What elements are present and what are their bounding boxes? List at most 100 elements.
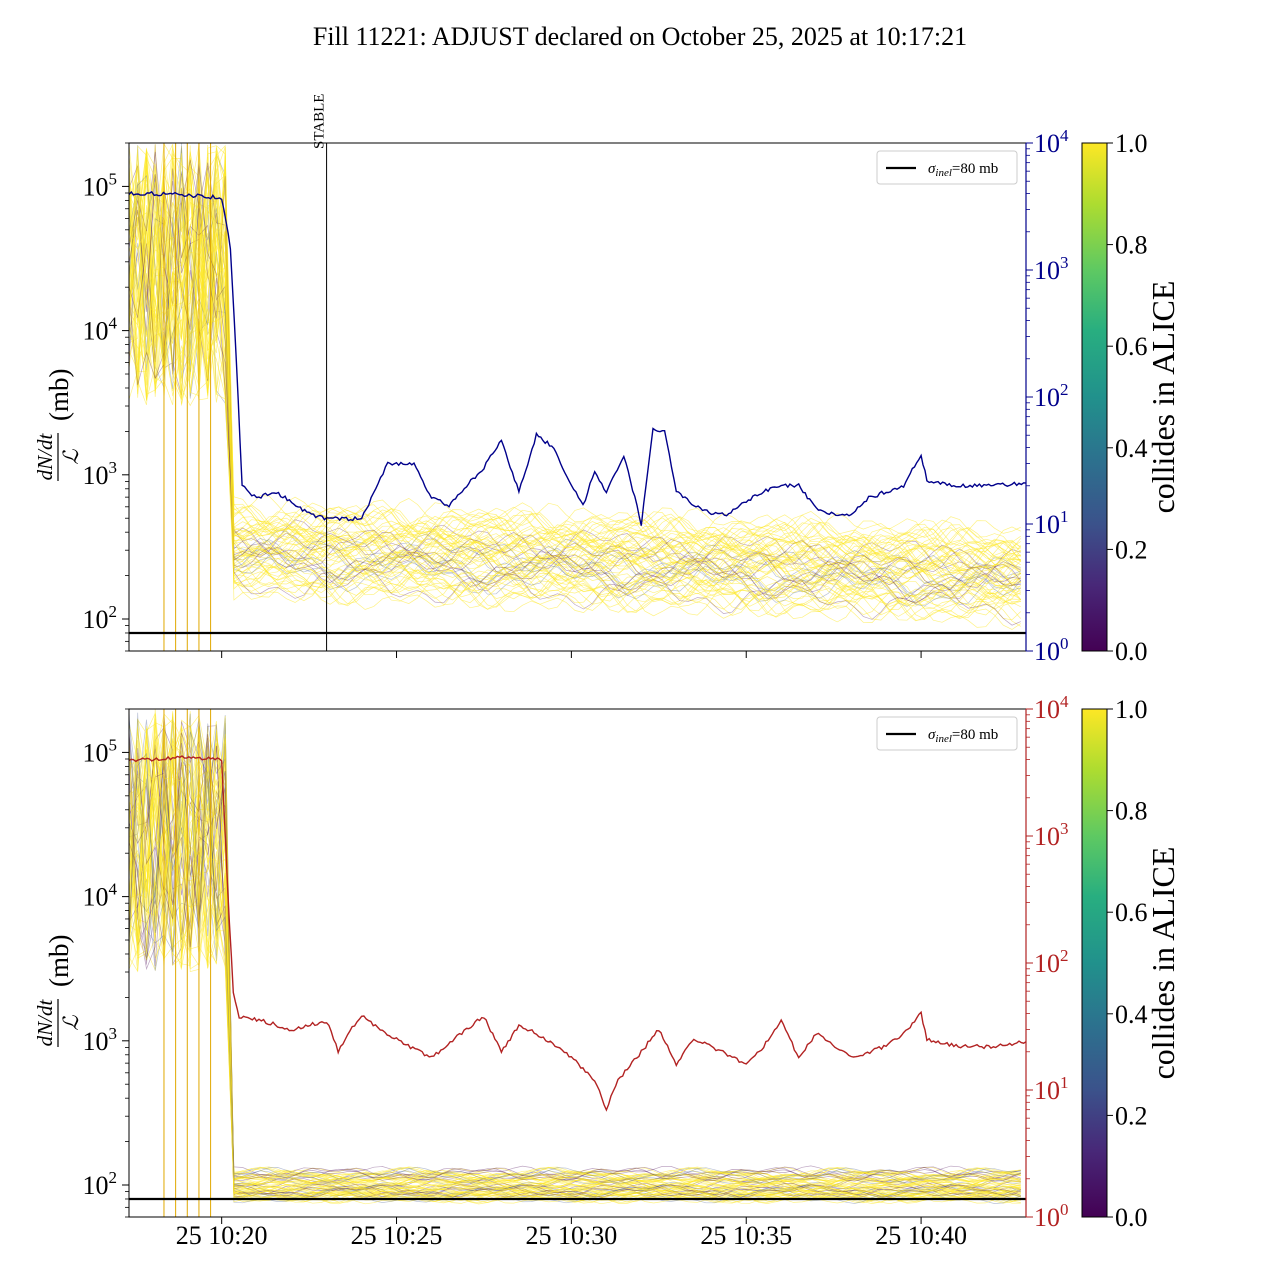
bunch-trace <box>129 185 1021 605</box>
y-axis-right-top: 100 101 102 103 104 <box>1025 126 1069 666</box>
bunch-trace <box>129 714 1021 1188</box>
colorbar-gradient-bottom <box>1081 708 1108 1218</box>
bunch-trace <box>129 723 1021 1197</box>
bunch-trace <box>129 206 1022 558</box>
x-axis-bottom: 25 10:20 25 10:25 25 10:30 25 10:35 25 10:40 <box>176 1217 967 1250</box>
colorbar-tick-label: 0.6 <box>1115 332 1148 361</box>
bunch-trace <box>129 722 1021 1180</box>
y-axis-right-bottom: 100 101 102 103 104 <box>1025 692 1069 1232</box>
bunch-trace <box>129 730 1021 1191</box>
colorbar-tick-label: 0.0 <box>1115 637 1148 666</box>
bunch-trace <box>129 146 1022 563</box>
bunch-trace <box>129 772 1021 1196</box>
bunch-trace <box>129 723 1021 1180</box>
legend-sigma-bottom: σ <box>928 727 936 743</box>
legend-box-top <box>876 150 1018 185</box>
bunch-trace <box>129 725 1021 1188</box>
bunch-trace <box>129 143 1021 566</box>
bunch-trace <box>129 181 1022 566</box>
bunch-trace <box>129 145 1022 562</box>
bunch-trace <box>129 229 1021 597</box>
x-tick-label: 25 10:25 <box>351 1221 443 1250</box>
bunch-trace <box>129 144 1021 607</box>
bunch-trace <box>129 750 1021 1197</box>
x-tick-label: 25 10:40 <box>875 1221 967 1250</box>
bunch-trace <box>129 730 1021 1188</box>
bunch-trace <box>129 152 1021 628</box>
bunch-trace <box>129 769 1021 1196</box>
y-label-numerator-top: dN/dt <box>33 433 57 481</box>
bunch-trace <box>129 191 1021 568</box>
bunch-trace <box>129 174 1021 586</box>
legend-top: σinel=80 mb <box>876 150 1018 185</box>
x-axis-top <box>221 651 922 658</box>
y2-tick-label: 101 <box>1034 1073 1069 1105</box>
bunch-trace <box>129 174 1022 596</box>
bunch-trace <box>129 718 1021 1204</box>
bunch-trace <box>129 731 1021 1190</box>
bunch-trace <box>129 735 1021 1196</box>
y-axis-left-top: 102 103 104 105 <box>83 142 129 652</box>
bunch-trace <box>129 712 1021 1204</box>
bunch-trace <box>129 162 1021 617</box>
bunch-trace <box>129 164 1022 562</box>
y-label-unit-top: (mb) <box>44 369 74 421</box>
bunch-trace <box>129 719 1021 1182</box>
bunch-trace <box>129 145 1021 576</box>
bunch-trace <box>129 754 1021 1190</box>
bunch-trace <box>129 738 1021 1201</box>
bunch-trace <box>129 742 1021 1199</box>
bunch-trace <box>129 144 1021 630</box>
legend-sub-top: inel <box>935 167 952 179</box>
y-tick-label: 105 <box>83 169 118 201</box>
bunch-trace <box>129 793 1021 1187</box>
bunch-trace <box>129 154 1022 557</box>
bunch-trace <box>129 153 1022 562</box>
bunch-band-top <box>129 143 1022 651</box>
legend-rest-bottom: =80 mb <box>952 727 998 743</box>
bunch-trace <box>129 147 1022 619</box>
bunch-trace <box>129 732 1021 1205</box>
bunch-trace <box>129 149 1021 616</box>
plot-frame-bottom <box>128 708 1027 1218</box>
y-label-denominator-bottom: ℒ <box>59 1015 83 1031</box>
x-tick-label: 25 10:30 <box>526 1221 618 1250</box>
bunch-trace <box>129 738 1021 1193</box>
bunch-trace <box>129 172 1021 588</box>
colorbar-tick-label: 0.6 <box>1115 898 1148 927</box>
bunch-trace <box>129 726 1021 1191</box>
bunch-trace <box>129 145 1021 621</box>
y-label-numerator-bottom: dN/dt <box>33 999 57 1047</box>
bunch-trace <box>129 716 1021 1181</box>
bunch-trace <box>129 726 1021 1205</box>
rate-series-bottom <box>129 755 1026 1112</box>
bunch-trace <box>129 143 1022 584</box>
bunch-trace <box>129 746 1021 1197</box>
bunch-trace <box>129 735 1021 1188</box>
colorbar-tick-label: 0.8 <box>1115 797 1148 826</box>
y-tick-label: 104 <box>83 880 118 912</box>
colorbar-bottom: 0.0 0.2 0.4 0.6 0.8 1.0 <box>1081 695 1148 1232</box>
bunch-trace <box>129 147 1021 578</box>
bunch-trace <box>129 165 1021 569</box>
y2-tick-label: 100 <box>1034 634 1069 666</box>
bunch-trace <box>129 732 1021 1180</box>
rate-series-top <box>129 190 1026 526</box>
bunch-trace <box>129 780 1021 1191</box>
y2-tick-label: 100 <box>1034 1200 1069 1232</box>
bunch-trace <box>129 724 1021 1182</box>
bunch-trace <box>129 717 1021 1201</box>
legend-rest-top: =80 mb <box>952 161 998 177</box>
y-label-unit-bottom: (mb) <box>44 935 74 987</box>
colorbar-tick-label: 0.2 <box>1115 1101 1148 1130</box>
y-label-denominator-top: ℒ <box>59 449 83 465</box>
bunch-trace <box>129 721 1021 1181</box>
y-axis-label-bottom: dN/dt ℒ (mb) <box>33 935 83 1047</box>
stable-event-label: STABLE <box>312 94 328 149</box>
bunch-trace <box>129 151 1022 584</box>
bunch-trace <box>129 744 1021 1198</box>
bunch-trace <box>129 740 1021 1203</box>
bunch-trace <box>129 144 1021 553</box>
y-tick-label: 102 <box>83 1168 118 1200</box>
bunch-trace <box>129 731 1021 1184</box>
